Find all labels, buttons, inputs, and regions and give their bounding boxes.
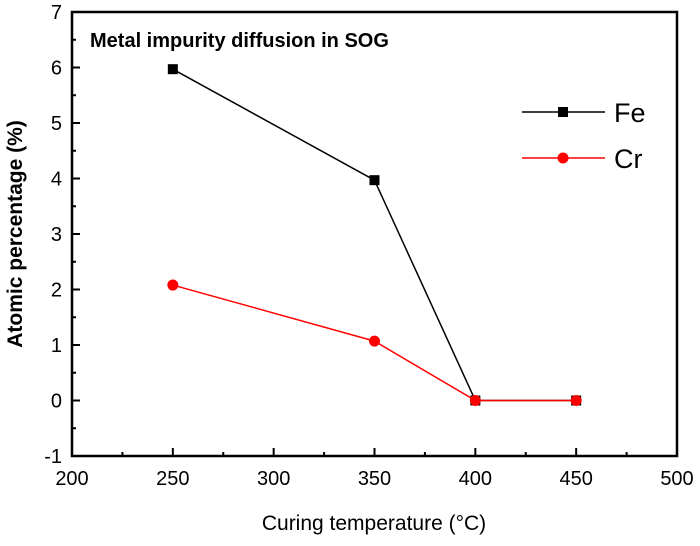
x-tick-label: 300 <box>257 468 290 490</box>
x-tick-label: 250 <box>156 468 189 490</box>
y-tick-label: 7 <box>51 2 62 24</box>
x-tick-label: 500 <box>660 468 693 490</box>
legend-item-cr: Cr <box>522 144 643 174</box>
legend-label: Fe <box>614 98 646 128</box>
legend-label: Cr <box>614 144 643 174</box>
series-line <box>172 68 577 402</box>
y-tick-label: 6 <box>51 58 62 80</box>
data-point <box>369 175 380 186</box>
data-point <box>570 395 582 406</box>
series-line <box>172 284 577 402</box>
series-fe <box>167 64 582 406</box>
y-tick-label: 1 <box>51 335 62 357</box>
data-point <box>167 64 178 75</box>
x-tick-label: 350 <box>358 468 391 490</box>
x-tick-label: 450 <box>559 468 592 490</box>
y-tick-label: 0 <box>51 391 62 413</box>
data-point <box>469 395 481 406</box>
data-point <box>369 335 380 347</box>
series-cr <box>167 279 582 406</box>
y-tick-label: -1 <box>44 446 62 468</box>
legend-marker <box>558 107 568 117</box>
legend-marker <box>557 152 569 164</box>
x-axis-label: Curing temperature (°C) <box>262 512 486 535</box>
y-tick-label: 2 <box>51 280 62 302</box>
data-point <box>167 279 179 291</box>
y-tick-label: 5 <box>51 113 62 135</box>
x-tick-label: 200 <box>55 468 88 490</box>
plot-frame <box>70 10 679 458</box>
legend-item-fe: Fe <box>522 98 646 128</box>
y-axis-label: Atomic percentage (%) <box>4 120 27 348</box>
y-tick-label: 4 <box>51 169 62 191</box>
x-tick-label: 400 <box>459 468 492 490</box>
y-tick-label: 3 <box>51 224 62 246</box>
chart-title: Metal impurity diffusion in SOG <box>90 30 389 52</box>
